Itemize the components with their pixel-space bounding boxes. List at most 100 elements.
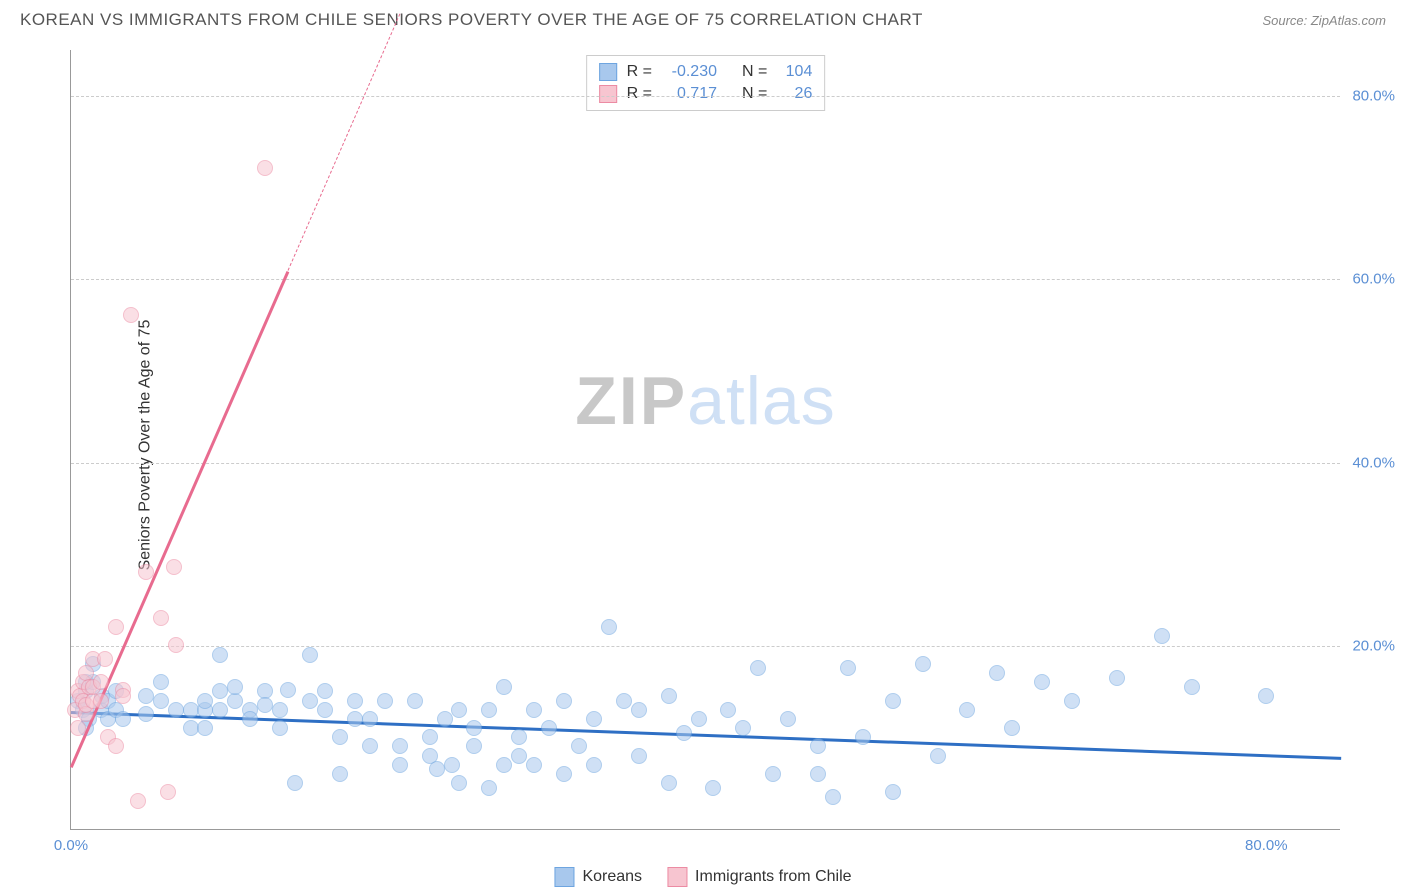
stats-n-label: N =: [742, 63, 767, 81]
data-point: [407, 693, 423, 709]
data-point: [571, 738, 587, 754]
data-point: [466, 738, 482, 754]
y-tick-label: 60.0%: [1352, 271, 1395, 288]
header: KOREAN VS IMMIGRANTS FROM CHILE SENIORS …: [0, 0, 1406, 35]
data-point: [212, 683, 228, 699]
data-point: [556, 693, 572, 709]
data-point: [347, 711, 363, 727]
gridline: [71, 96, 1340, 97]
data-point: [347, 693, 363, 709]
data-point: [526, 702, 542, 718]
watermark-atlas: atlas: [687, 363, 836, 439]
data-point: [451, 775, 467, 791]
data-point: [287, 775, 303, 791]
data-point: [130, 793, 146, 809]
data-point: [197, 720, 213, 736]
data-point: [115, 711, 131, 727]
data-point: [1004, 720, 1020, 736]
data-point: [160, 784, 176, 800]
watermark: ZIPatlas: [575, 362, 835, 440]
data-point: [556, 766, 572, 782]
data-point: [1184, 679, 1200, 695]
data-point: [676, 725, 692, 741]
data-point: [302, 647, 318, 663]
stats-box: R =-0.230N =104R =0.717N =26: [586, 55, 826, 111]
data-point: [70, 720, 86, 736]
data-point: [705, 780, 721, 796]
data-point: [280, 682, 296, 698]
bottom-legend: Koreans Immigrants from Chile: [554, 867, 851, 887]
data-point: [197, 693, 213, 709]
data-point: [444, 757, 460, 773]
data-point: [511, 729, 527, 745]
legend-label: Koreans: [582, 868, 642, 886]
data-point: [317, 702, 333, 718]
data-point: [451, 702, 467, 718]
data-point: [183, 720, 199, 736]
data-point: [631, 702, 647, 718]
y-tick-label: 80.0%: [1352, 87, 1395, 104]
data-point: [631, 748, 647, 764]
data-point: [153, 674, 169, 690]
data-point: [810, 738, 826, 754]
stats-swatch: [599, 63, 617, 81]
data-point: [392, 757, 408, 773]
data-point: [123, 307, 139, 323]
x-tick-label: 80.0%: [1245, 837, 1288, 854]
data-point: [765, 766, 781, 782]
data-point: [227, 693, 243, 709]
data-point: [272, 720, 288, 736]
legend-swatch: [554, 867, 574, 887]
data-point: [422, 729, 438, 745]
data-point: [840, 660, 856, 676]
data-point: [97, 651, 113, 667]
data-point: [257, 160, 273, 176]
stats-row: R =0.717N =26: [599, 83, 813, 105]
stats-r-label: R =: [627, 85, 652, 103]
chart-title: KOREAN VS IMMIGRANTS FROM CHILE SENIORS …: [20, 10, 923, 30]
data-point: [362, 711, 378, 727]
stats-r-value: -0.230: [662, 63, 717, 81]
data-point: [138, 688, 154, 704]
source-attribution: Source: ZipAtlas.com: [1262, 13, 1386, 28]
data-point: [989, 665, 1005, 681]
y-tick-label: 20.0%: [1352, 638, 1395, 655]
data-point: [915, 656, 931, 672]
data-point: [332, 766, 348, 782]
data-point: [242, 711, 258, 727]
data-point: [138, 706, 154, 722]
data-point: [466, 720, 482, 736]
data-point: [526, 757, 542, 773]
data-point: [616, 693, 632, 709]
data-point: [212, 647, 228, 663]
data-point: [392, 738, 408, 754]
watermark-zip: ZIP: [575, 363, 687, 439]
data-point: [586, 757, 602, 773]
data-point: [377, 693, 393, 709]
data-point: [481, 702, 497, 718]
data-point: [1154, 628, 1170, 644]
data-point: [1258, 688, 1274, 704]
data-point: [1034, 674, 1050, 690]
data-point: [855, 729, 871, 745]
data-point: [780, 711, 796, 727]
data-point: [429, 761, 445, 777]
gridline: [71, 279, 1340, 280]
data-point: [168, 702, 184, 718]
stats-row: R =-0.230N =104: [599, 61, 813, 83]
data-point: [166, 559, 182, 575]
data-point: [362, 738, 378, 754]
data-point: [601, 619, 617, 635]
data-point: [227, 679, 243, 695]
data-point: [108, 738, 124, 754]
data-point: [496, 679, 512, 695]
legend-item: Immigrants from Chile: [667, 867, 851, 887]
data-point: [481, 780, 497, 796]
data-point: [1064, 693, 1080, 709]
data-point: [1109, 670, 1125, 686]
stats-n-value: 26: [777, 85, 812, 103]
chart-container: Seniors Poverty Over the Age of 75 ZIPat…: [50, 50, 1390, 840]
data-point: [496, 757, 512, 773]
data-point: [168, 637, 184, 653]
gridline: [71, 463, 1340, 464]
